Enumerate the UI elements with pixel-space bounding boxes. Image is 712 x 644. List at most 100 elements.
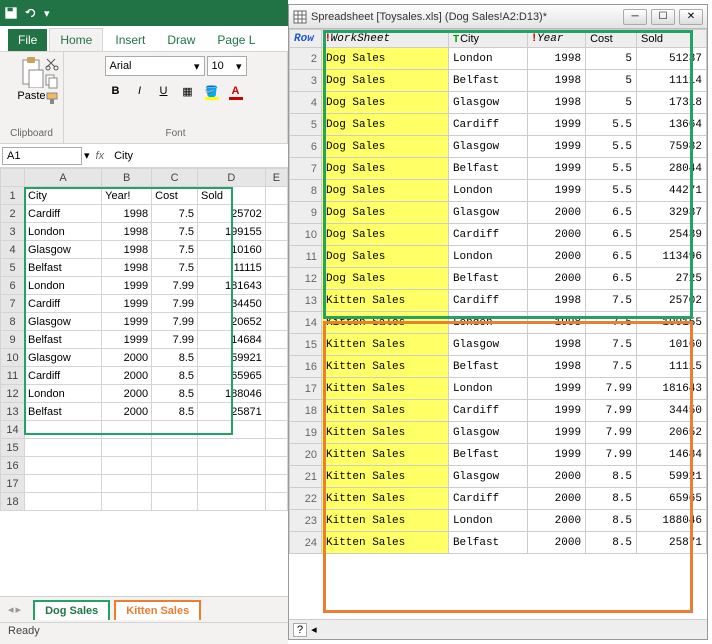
- viewer-row[interactable]: 12 Dog Sales Belfast 2000 6.5 2725: [290, 268, 707, 290]
- viewer-row[interactable]: 23 Kitten Sales London 2000 8.5 188046: [290, 510, 707, 532]
- cell[interactable]: 25871: [198, 403, 266, 421]
- cell[interactable]: Glasgow: [25, 241, 102, 259]
- format-painter-icon[interactable]: [44, 90, 60, 106]
- cell[interactable]: 2000: [102, 367, 152, 385]
- viewer-row[interactable]: 3 Dog Sales Belfast 1998 5 11114: [290, 70, 707, 92]
- viewer-row[interactable]: 10 Dog Sales Cardiff 2000 6.5 25439: [290, 224, 707, 246]
- cell[interactable]: 2000: [102, 385, 152, 403]
- sheet-prev-icon[interactable]: ◂: [8, 603, 14, 616]
- col-worksheet[interactable]: !WorkSheet: [322, 30, 449, 48]
- cell[interactable]: 1998: [102, 241, 152, 259]
- undo-icon[interactable]: [24, 6, 38, 20]
- cell[interactable]: 11115: [198, 259, 266, 277]
- viewer-row[interactable]: 15 Kitten Sales Glasgow 1998 7.5 10160: [290, 334, 707, 356]
- cell[interactable]: Glasgow: [25, 349, 102, 367]
- viewer-body[interactable]: Row !WorkSheet TCity !Year Cost Sold 2 D…: [289, 29, 707, 619]
- cell[interactable]: 65965: [198, 367, 266, 385]
- cell[interactable]: Glasgow: [25, 313, 102, 331]
- save-icon[interactable]: [4, 6, 18, 20]
- viewer-row[interactable]: 5 Dog Sales Cardiff 1999 5.5 13664: [290, 114, 707, 136]
- copy-icon[interactable]: [44, 73, 60, 89]
- cell[interactable]: 59921: [198, 349, 266, 367]
- cell[interactable]: 8.5: [152, 403, 198, 421]
- name-box[interactable]: A1: [2, 147, 82, 165]
- col-header[interactable]: D: [198, 169, 266, 187]
- cell[interactable]: 7.5: [152, 259, 198, 277]
- viewer-row[interactable]: 8 Dog Sales London 1999 5.5 44271: [290, 180, 707, 202]
- cell[interactable]: 1998: [102, 259, 152, 277]
- fx-icon[interactable]: fx: [90, 150, 111, 162]
- minimize-button[interactable]: ─: [623, 9, 647, 25]
- cell[interactable]: 1999: [102, 295, 152, 313]
- cell[interactable]: 1999: [102, 313, 152, 331]
- col-city[interactable]: TCity: [448, 30, 527, 48]
- cell[interactable]: Year!: [102, 187, 152, 205]
- cell[interactable]: 10160: [198, 241, 266, 259]
- cell[interactable]: 7.99: [152, 313, 198, 331]
- cell[interactable]: 1999: [102, 331, 152, 349]
- viewer-row[interactable]: 20 Kitten Sales Belfast 1999 7.99 14684: [290, 444, 707, 466]
- cell[interactable]: 25702: [198, 205, 266, 223]
- row-header[interactable]: 15: [1, 439, 25, 457]
- row-header[interactable]: 18: [1, 493, 25, 511]
- cell[interactable]: Cardiff: [25, 367, 102, 385]
- cell[interactable]: 20652: [198, 313, 266, 331]
- viewer-row[interactable]: 13 Kitten Sales Cardiff 1998 7.5 25702: [290, 290, 707, 312]
- col-header[interactable]: E: [265, 169, 287, 187]
- cell[interactable]: London: [25, 385, 102, 403]
- cell[interactable]: 2000: [102, 403, 152, 421]
- viewer-row[interactable]: 14 Kitten Sales London 1998 7.5 199155: [290, 312, 707, 334]
- paste-icon[interactable]: [17, 56, 45, 88]
- row-header[interactable]: 9: [1, 331, 25, 349]
- viewer-row[interactable]: 22 Kitten Sales Cardiff 2000 8.5 65965: [290, 488, 707, 510]
- sheet-tab-kitten[interactable]: Kitten Sales: [114, 600, 201, 620]
- cell[interactable]: City: [25, 187, 102, 205]
- viewer-row[interactable]: 4 Dog Sales Glasgow 1998 5 17318: [290, 92, 707, 114]
- row-header[interactable]: 16: [1, 457, 25, 475]
- cell[interactable]: 2000: [102, 349, 152, 367]
- close-button[interactable]: ✕: [679, 9, 703, 25]
- col-header[interactable]: B: [102, 169, 152, 187]
- tab-home[interactable]: Home: [49, 28, 103, 51]
- viewer-row[interactable]: 24 Kitten Sales Belfast 2000 8.5 25871: [290, 532, 707, 554]
- cell[interactable]: London: [25, 223, 102, 241]
- italic-button[interactable]: I: [129, 80, 151, 102]
- tab-page[interactable]: Page L: [207, 29, 265, 51]
- col-year[interactable]: !Year: [528, 30, 586, 48]
- row-header[interactable]: 13: [1, 403, 25, 421]
- row-header[interactable]: 17: [1, 475, 25, 493]
- cell[interactable]: 7.99: [152, 331, 198, 349]
- formula-bar[interactable]: City: [110, 148, 288, 164]
- cell[interactable]: Sold: [198, 187, 266, 205]
- dropdown-icon[interactable]: ▾: [44, 7, 50, 20]
- font-size-select[interactable]: 10 ▾: [207, 56, 247, 76]
- cell[interactable]: 1999: [102, 277, 152, 295]
- tab-insert[interactable]: Insert: [105, 29, 155, 51]
- cell[interactable]: London: [25, 277, 102, 295]
- cell[interactable]: 8.5: [152, 385, 198, 403]
- row-header[interactable]: 2: [1, 205, 25, 223]
- excel-grid[interactable]: ABCDE1CityYear!CostSold2Cardiff19987.525…: [0, 168, 288, 511]
- viewer-row[interactable]: 17 Kitten Sales London 1999 7.99 181643: [290, 378, 707, 400]
- tab-file[interactable]: File: [8, 29, 47, 51]
- cut-icon[interactable]: [44, 56, 60, 72]
- cell[interactable]: 8.5: [152, 349, 198, 367]
- maximize-button[interactable]: ☐: [651, 9, 675, 25]
- viewer-row[interactable]: 16 Kitten Sales Belfast 1998 7.5 11115: [290, 356, 707, 378]
- col-row[interactable]: Row: [290, 30, 322, 48]
- row-header[interactable]: 12: [1, 385, 25, 403]
- cell[interactable]: 1998: [102, 205, 152, 223]
- row-header[interactable]: 3: [1, 223, 25, 241]
- viewer-row[interactable]: 18 Kitten Sales Cardiff 1999 7.99 34450: [290, 400, 707, 422]
- help-icon[interactable]: ?: [293, 623, 307, 637]
- row-header[interactable]: 7: [1, 295, 25, 313]
- viewer-row[interactable]: 2 Dog Sales London 1998 5 51237: [290, 48, 707, 70]
- cell[interactable]: Cost: [152, 187, 198, 205]
- cell[interactable]: 7.5: [152, 205, 198, 223]
- cell[interactable]: 7.5: [152, 241, 198, 259]
- nav-left-icon[interactable]: ◂: [311, 623, 317, 636]
- cell[interactable]: 181643: [198, 277, 266, 295]
- row-header[interactable]: 6: [1, 277, 25, 295]
- cell[interactable]: 34450: [198, 295, 266, 313]
- cell[interactable]: Cardiff: [25, 295, 102, 313]
